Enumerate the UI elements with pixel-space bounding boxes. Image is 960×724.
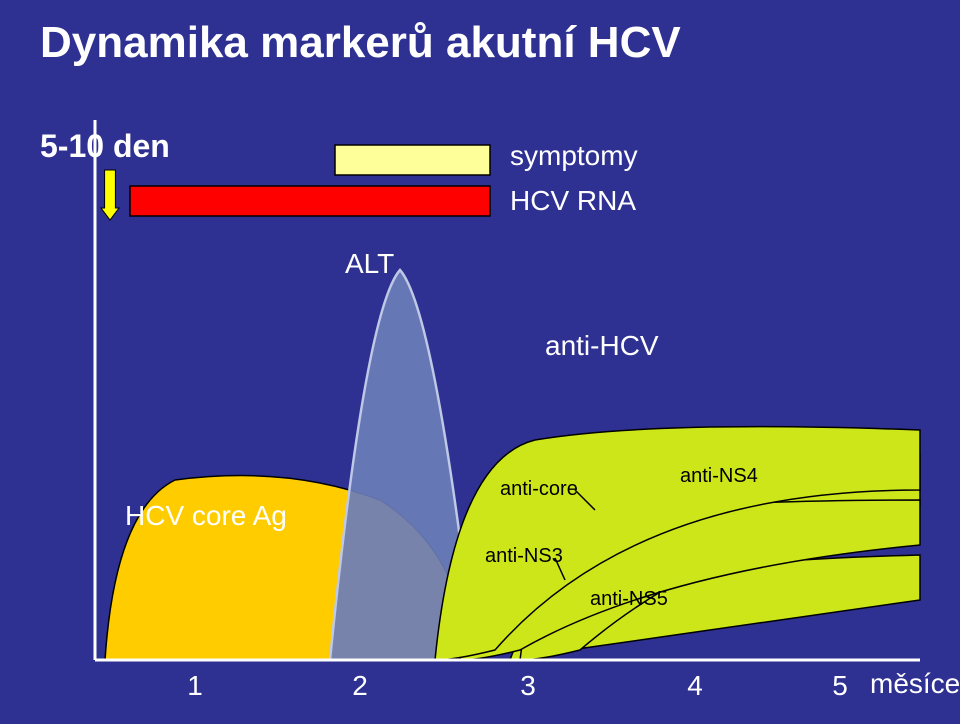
label-hcv-rna: HCV RNA	[510, 185, 636, 217]
label-anti-ns4: anti-NS4	[680, 465, 758, 488]
arrow-down-icon	[101, 170, 119, 220]
slide: Dynamika markerů akutní HCV 5-10 den 123…	[0, 0, 960, 724]
label-anti-ns5: anti-NS5	[590, 588, 668, 611]
label-symptomy: symptomy	[510, 140, 638, 172]
label-alt: ALT	[345, 248, 394, 280]
axis-tick-3: 3	[520, 670, 536, 701]
axis-tick-2: 2	[352, 670, 368, 701]
label-anti-hcv: anti-HCV	[545, 330, 659, 362]
label-mesice: měsíce	[870, 668, 960, 700]
label-anti-core: anti-core	[500, 478, 578, 501]
label-hcv-core-ag: HCV core Ag	[125, 500, 287, 532]
label-anti-ns3: anti-NS3	[485, 545, 563, 568]
chart-svg: 1 2 3 4 5	[0, 0, 960, 724]
axis-tick-4: 4	[687, 670, 703, 701]
axis-tick-5: 5	[832, 670, 848, 701]
axis-tick-1: 1	[187, 670, 203, 701]
